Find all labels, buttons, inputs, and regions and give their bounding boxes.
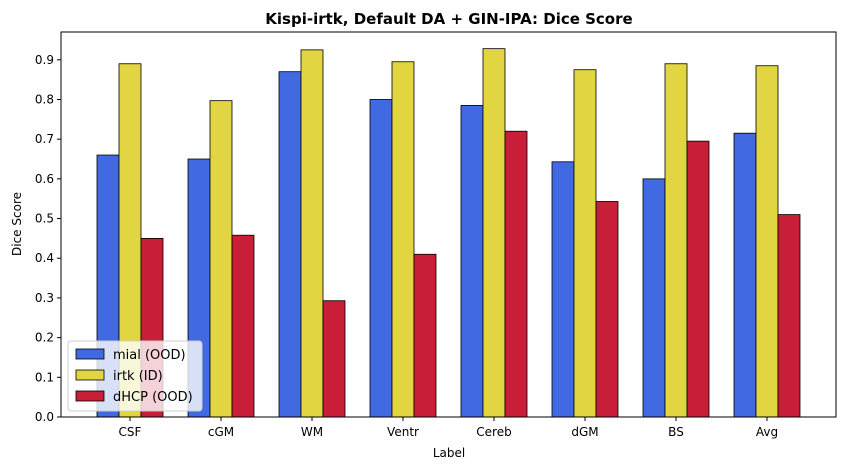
x-tick-label: Cereb — [476, 425, 511, 439]
chart-title: Kispi-irtk, Default DA + GIN-IPA: Dice S… — [265, 10, 632, 28]
y-tick-label: 0.3 — [35, 291, 54, 305]
bar-cereb-2 — [504, 130, 528, 418]
legend: mial (OOD) irtk (ID) dHCP (OOD) — [67, 340, 203, 412]
legend-label: dHCP (OOD) — [113, 390, 193, 405]
bar-cgm-1 — [209, 100, 233, 418]
bar-cgm-2 — [231, 234, 255, 418]
bar-ventr-0 — [369, 99, 393, 418]
bar-wm-1 — [300, 49, 324, 418]
legend-swatch — [75, 348, 105, 360]
x-tick-label: dGM — [571, 425, 598, 439]
x-axis-title: Label — [433, 446, 465, 460]
bar-avg-2 — [777, 214, 801, 418]
y-axis-title: Dice Score — [10, 192, 24, 256]
bar-dgm-2 — [595, 201, 619, 418]
legend-swatch — [75, 369, 105, 381]
bar-dgm-1 — [573, 69, 597, 418]
legend-label: irtk (ID) — [113, 369, 163, 384]
x-tick-label: Avg — [756, 425, 778, 439]
x-tick-label: BS — [668, 425, 684, 439]
x-axis: CSF cGM WM Ventr Cereb dGM BS Avg — [119, 417, 778, 439]
bar-wm-2 — [322, 300, 346, 418]
bar-avg-0 — [733, 132, 757, 418]
legend-label: mial (OOD) — [113, 348, 186, 363]
x-tick-label: cGM — [208, 425, 234, 439]
y-tick-label: 0.4 — [35, 251, 54, 265]
x-tick-label: Ventr — [387, 425, 419, 439]
bar-ventr-2 — [413, 253, 437, 418]
x-tick-label: WM — [301, 425, 323, 439]
bar-bs-1 — [664, 63, 688, 418]
bar-dgm-0 — [551, 161, 575, 418]
y-tick-label: 0.8 — [35, 92, 54, 106]
bar-bs-0 — [642, 178, 666, 418]
y-tick-label: 0.2 — [35, 331, 54, 345]
y-tick-label: 0.0 — [35, 410, 54, 424]
bar-cereb-0 — [460, 105, 484, 418]
y-tick-label: 0.5 — [35, 212, 54, 226]
bar-bs-2 — [686, 140, 710, 418]
y-axis: 0.0 0.1 0.2 0.3 0.4 0.5 0.6 0.7 0.8 0.9 — [35, 53, 61, 424]
bar-ventr-1 — [391, 61, 415, 418]
y-tick-label: 0.9 — [35, 53, 54, 67]
y-tick-label: 0.6 — [35, 172, 54, 186]
bar-wm-0 — [278, 71, 302, 418]
plot-frame — [60, 31, 837, 418]
bar-avg-1 — [755, 65, 779, 418]
bar-cereb-1 — [482, 48, 506, 418]
x-tick-label: CSF — [119, 425, 142, 439]
legend-swatch — [75, 390, 105, 402]
y-tick-label: 0.7 — [35, 132, 54, 146]
y-tick-label: 0.1 — [35, 370, 54, 384]
